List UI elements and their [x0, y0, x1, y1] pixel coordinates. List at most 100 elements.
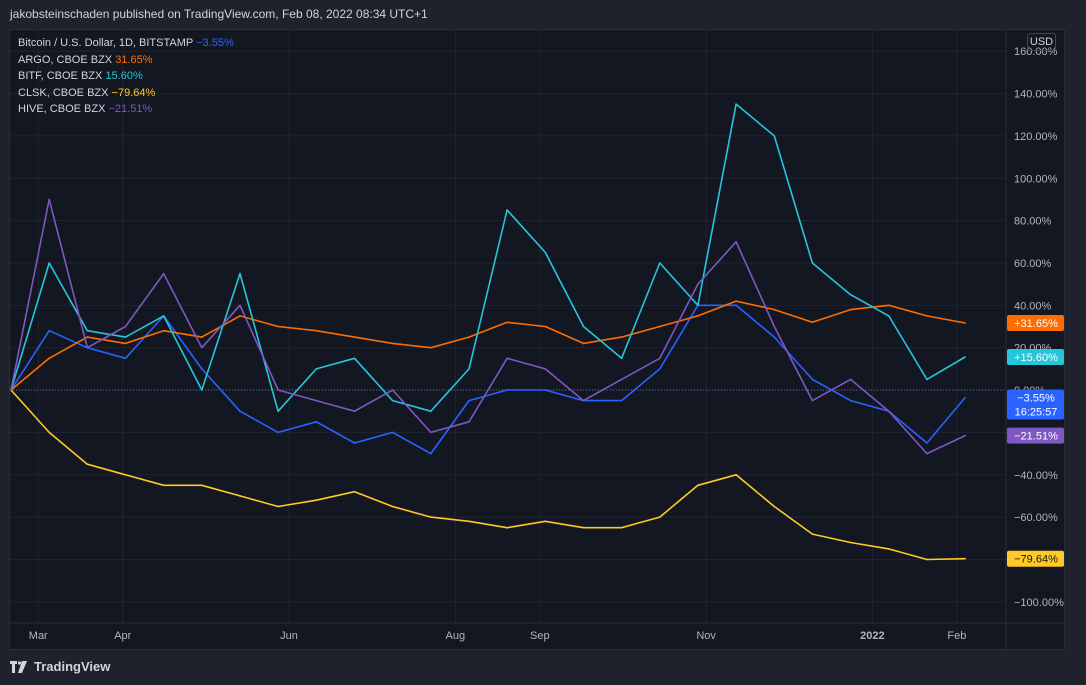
currency-button[interactable]: USD — [1027, 33, 1056, 51]
countdown-label: 16:25:57 — [1015, 407, 1058, 419]
data-point — [506, 209, 508, 211]
y-tick-label: 140.00% — [1014, 89, 1058, 101]
data-point — [544, 251, 547, 254]
legend-value: 31.65% — [115, 53, 153, 66]
legend-label: ARGO, CBOE BZX — [18, 53, 113, 66]
data-point — [391, 389, 394, 391]
data-point — [315, 421, 318, 423]
data-point — [162, 272, 165, 275]
data-point — [697, 484, 699, 487]
legend-item-argo[interactable]: ARGO, CBOE BZX 31.65% — [18, 52, 234, 69]
value-label-background — [1007, 550, 1064, 567]
legend-item-bitf[interactable]: BITF, CBOE BZX 15.60% — [18, 68, 234, 85]
y-tick-label: 80.00% — [1014, 216, 1052, 228]
value-label-background — [1007, 315, 1064, 332]
data-point — [391, 505, 394, 508]
publisher-header: jakobsteinschaden published on TradingVi… — [10, 7, 428, 21]
data-point — [849, 293, 852, 296]
legend-item-hive[interactable]: HIVE, CBOE BZX −21.51% — [18, 101, 234, 118]
data-point — [124, 357, 127, 360]
legend-value: 15.60% — [105, 70, 143, 82]
legend-label: BITF, CBOE BZX — [18, 70, 103, 82]
data-point — [391, 431, 394, 434]
data-point — [544, 325, 547, 328]
data-point — [697, 304, 699, 307]
series-line[interactable] — [10, 304, 966, 455]
data-point — [162, 315, 165, 317]
data-point — [506, 321, 508, 324]
legend-item-btc[interactable]: Bitcoin / U.S. Dollar, 1D, BITSTAMP −3.5… — [18, 35, 234, 52]
x-tick-label: 2022 — [860, 630, 884, 642]
data-point — [735, 240, 737, 243]
legend-value: −79.64% — [111, 86, 156, 99]
data-point — [315, 368, 318, 370]
y-tick-label: 120.00% — [1014, 131, 1058, 143]
data-point — [887, 410, 890, 413]
data-point — [582, 325, 585, 328]
data-point — [697, 283, 699, 285]
data-point — [277, 410, 279, 413]
value-label: −79.64% — [1014, 554, 1058, 566]
data-point — [201, 389, 203, 391]
data-point — [658, 325, 661, 328]
data-point — [964, 322, 966, 324]
data-point — [849, 541, 852, 544]
series-line[interactable] — [10, 103, 966, 412]
series-line[interactable] — [10, 389, 966, 561]
tradingview-logo-text: TradingView — [34, 659, 111, 674]
data-point — [353, 490, 356, 493]
data-point — [544, 389, 547, 391]
data-point — [773, 505, 776, 508]
legend-label: CLSK, CBOE BZX — [18, 86, 109, 99]
tradingview-logo[interactable]: TradingView — [10, 659, 110, 674]
data-point — [582, 399, 585, 402]
data-point — [239, 272, 241, 275]
data-point — [48, 329, 50, 332]
data-point — [124, 336, 127, 338]
legend-value: −3.55% — [196, 37, 234, 49]
data-point — [430, 452, 432, 455]
value-label-background — [1007, 348, 1064, 365]
data-point — [506, 526, 508, 529]
data-point — [506, 389, 508, 391]
data-point — [735, 300, 737, 302]
value-label: −3.55% — [1017, 393, 1055, 405]
legend-label: HIVE, CBOE BZX — [18, 103, 106, 115]
legend-item-clsk[interactable]: CLSK, CBOE BZX −79.64% — [18, 85, 234, 102]
data-point — [315, 399, 318, 402]
data-point — [468, 421, 470, 423]
data-point — [201, 346, 203, 349]
data-point — [48, 431, 50, 434]
data-point — [658, 262, 661, 264]
x-tick-label: Apr — [114, 630, 131, 642]
data-point — [773, 325, 776, 328]
data-point — [735, 103, 737, 105]
data-point — [391, 342, 394, 345]
value-label: +15.60% — [1014, 352, 1058, 364]
data-point — [124, 342, 127, 345]
y-tick-label: 100.00% — [1014, 173, 1058, 185]
data-point — [277, 505, 279, 508]
data-point — [926, 378, 928, 381]
data-point — [582, 526, 585, 529]
series-line[interactable] — [10, 198, 966, 455]
data-point — [735, 473, 737, 476]
data-point — [849, 308, 852, 311]
data-point — [582, 342, 585, 345]
data-point — [658, 516, 661, 518]
data-point — [620, 378, 623, 381]
line-chart[interactable]: 160.00% 140.00% 120.00% 100.00% 80.00% 60.00%… — [10, 30, 1066, 651]
data-point — [162, 329, 165, 332]
data-point — [239, 304, 241, 307]
chart-panel[interactable]: 160.00% 140.00% 120.00% 100.00% 80.00% 60.00%… — [9, 29, 1066, 651]
data-point — [773, 308, 776, 311]
data-point — [430, 410, 432, 413]
data-point — [544, 520, 547, 523]
data-point — [353, 336, 356, 338]
data-point — [124, 473, 127, 476]
data-point — [620, 357, 623, 360]
data-point — [811, 321, 814, 324]
data-point — [773, 336, 776, 338]
data-point — [277, 325, 279, 328]
series-line[interactable] — [10, 300, 966, 391]
